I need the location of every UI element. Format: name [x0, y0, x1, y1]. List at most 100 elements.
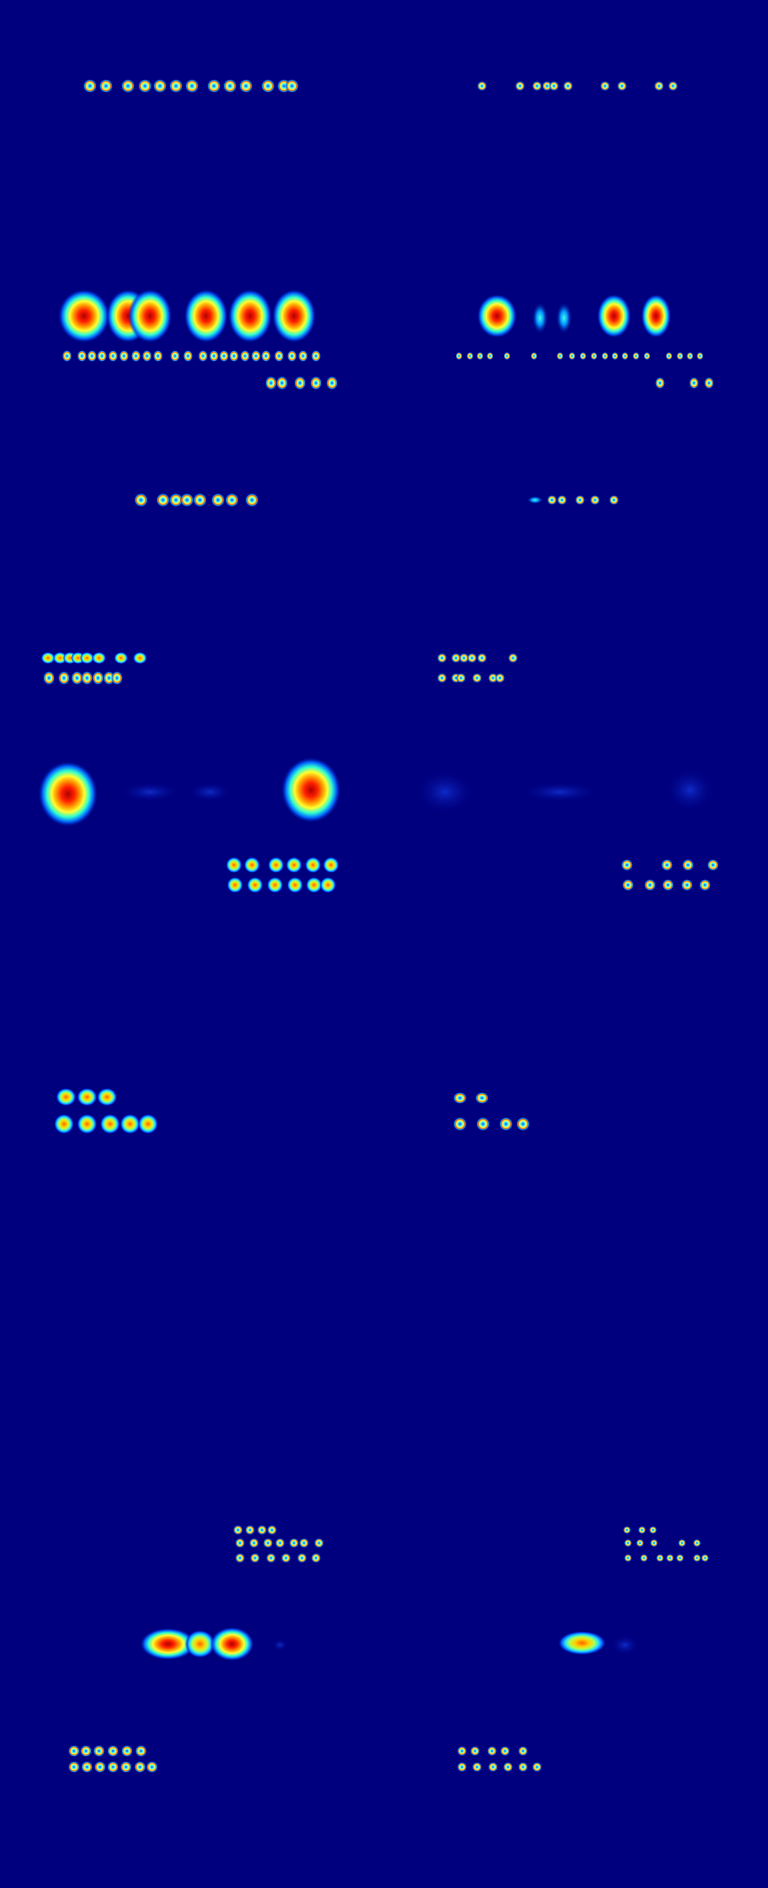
intensity-spot [486, 352, 494, 360]
intensity-spot [568, 352, 576, 360]
intensity-spot [245, 1525, 255, 1535]
intensity-spot [457, 1746, 467, 1756]
intensity-spot [146, 1761, 158, 1773]
intensity-spot [650, 1539, 658, 1547]
intensity-spot [624, 1554, 632, 1562]
intensity-spot [326, 376, 338, 390]
intensity-spot [58, 289, 110, 343]
intensity-spot [81, 1761, 93, 1773]
intensity-spot [134, 1761, 146, 1773]
intensity-spot [275, 1538, 285, 1548]
intensity-spot [455, 352, 463, 360]
intensity-spot [453, 1117, 467, 1131]
intensity-spot [245, 493, 259, 507]
intensity-spot [609, 495, 619, 505]
intensity-spot [120, 1761, 132, 1773]
intensity-spot [128, 289, 172, 343]
intensity-spot [180, 493, 194, 507]
intensity-spot [579, 352, 587, 360]
intensity-spot [621, 352, 629, 360]
row-2-left-panel [58, 289, 338, 390]
intensity-spot [624, 1539, 632, 1547]
intensity-spot [133, 652, 147, 664]
intensity-spot [193, 493, 207, 507]
row-4-left-panel [41, 652, 147, 685]
intensity-spot [682, 859, 694, 871]
intensity-spot [287, 350, 297, 362]
intensity-spot [655, 377, 665, 389]
intensity-spot [228, 289, 272, 343]
intensity-spot [225, 493, 239, 507]
intensity-spot [153, 79, 167, 93]
intensity-spot [503, 1762, 513, 1772]
intensity-spot [119, 350, 129, 362]
intensity-spot [701, 1554, 709, 1562]
intensity-spot [272, 289, 316, 343]
intensity-spot [678, 1539, 686, 1547]
intensity-spot [472, 1762, 482, 1772]
intensity-spot [437, 673, 447, 683]
intensity-spot [135, 1745, 147, 1757]
intensity-spot [649, 1526, 657, 1534]
intensity-spot [477, 653, 487, 663]
intensity-spot [516, 1117, 530, 1131]
intensity-spot [289, 1538, 299, 1548]
intensity-spot [556, 352, 564, 360]
intensity-spot [108, 350, 118, 362]
intensity-spot [453, 1092, 467, 1104]
row-1-right-panel [477, 81, 678, 91]
intensity-spot [305, 857, 321, 873]
row-6-right-panel [621, 859, 719, 891]
intensity-spot [261, 350, 271, 362]
intensity-spot [661, 859, 673, 871]
intensity-spot [601, 352, 609, 360]
intensity-spot [183, 350, 193, 362]
row-4-right-panel [437, 653, 518, 683]
intensity-spot [298, 350, 308, 362]
intensity-spot [58, 671, 70, 685]
intensity-spot [276, 376, 288, 390]
intensity-spot [693, 1539, 701, 1547]
intensity-spot [638, 1526, 646, 1534]
intensity-spot [209, 350, 219, 362]
intensity-spot [268, 857, 284, 873]
intensity-spot [696, 352, 704, 360]
intensity-spot [207, 79, 221, 93]
intensity-spot [134, 493, 148, 507]
intensity-spot [219, 350, 229, 362]
intensity-spot [235, 1553, 245, 1563]
intensity-spot [138, 1114, 158, 1134]
intensity-spot [532, 302, 548, 334]
intensity-spot [299, 1538, 309, 1548]
intensity-spot [240, 350, 250, 362]
row-5-right-panel [415, 768, 715, 814]
intensity-spot [210, 1627, 254, 1661]
intensity-spot [556, 302, 572, 334]
intensity-spot [43, 671, 55, 685]
intensity-spot [131, 350, 141, 362]
intensity-spot [93, 1745, 105, 1757]
intensity-spot [68, 1761, 80, 1773]
intensity-spot [287, 877, 303, 893]
intensity-spot [699, 879, 711, 891]
intensity-spot [107, 1761, 119, 1773]
intensity-spot [87, 350, 97, 362]
intensity-spot [226, 857, 242, 873]
intensity-spot [80, 1745, 92, 1757]
intensity-spot [188, 782, 232, 802]
intensity-spot [120, 1114, 140, 1134]
intensity-spot [622, 879, 634, 891]
intensity-spot [80, 652, 94, 664]
intensity-spot [415, 770, 475, 814]
intensity-spot [499, 1117, 513, 1131]
intensity-spot [314, 1538, 324, 1548]
intensity-spot [263, 1538, 273, 1548]
intensity-spot [477, 294, 517, 338]
intensity-spot [267, 1525, 277, 1535]
intensity-spot [470, 1746, 480, 1756]
intensity-spot [476, 1117, 490, 1131]
intensity-spot [707, 859, 719, 871]
intensity-spot [656, 1554, 664, 1562]
intensity-spot [532, 81, 542, 91]
intensity-spot [549, 81, 559, 91]
